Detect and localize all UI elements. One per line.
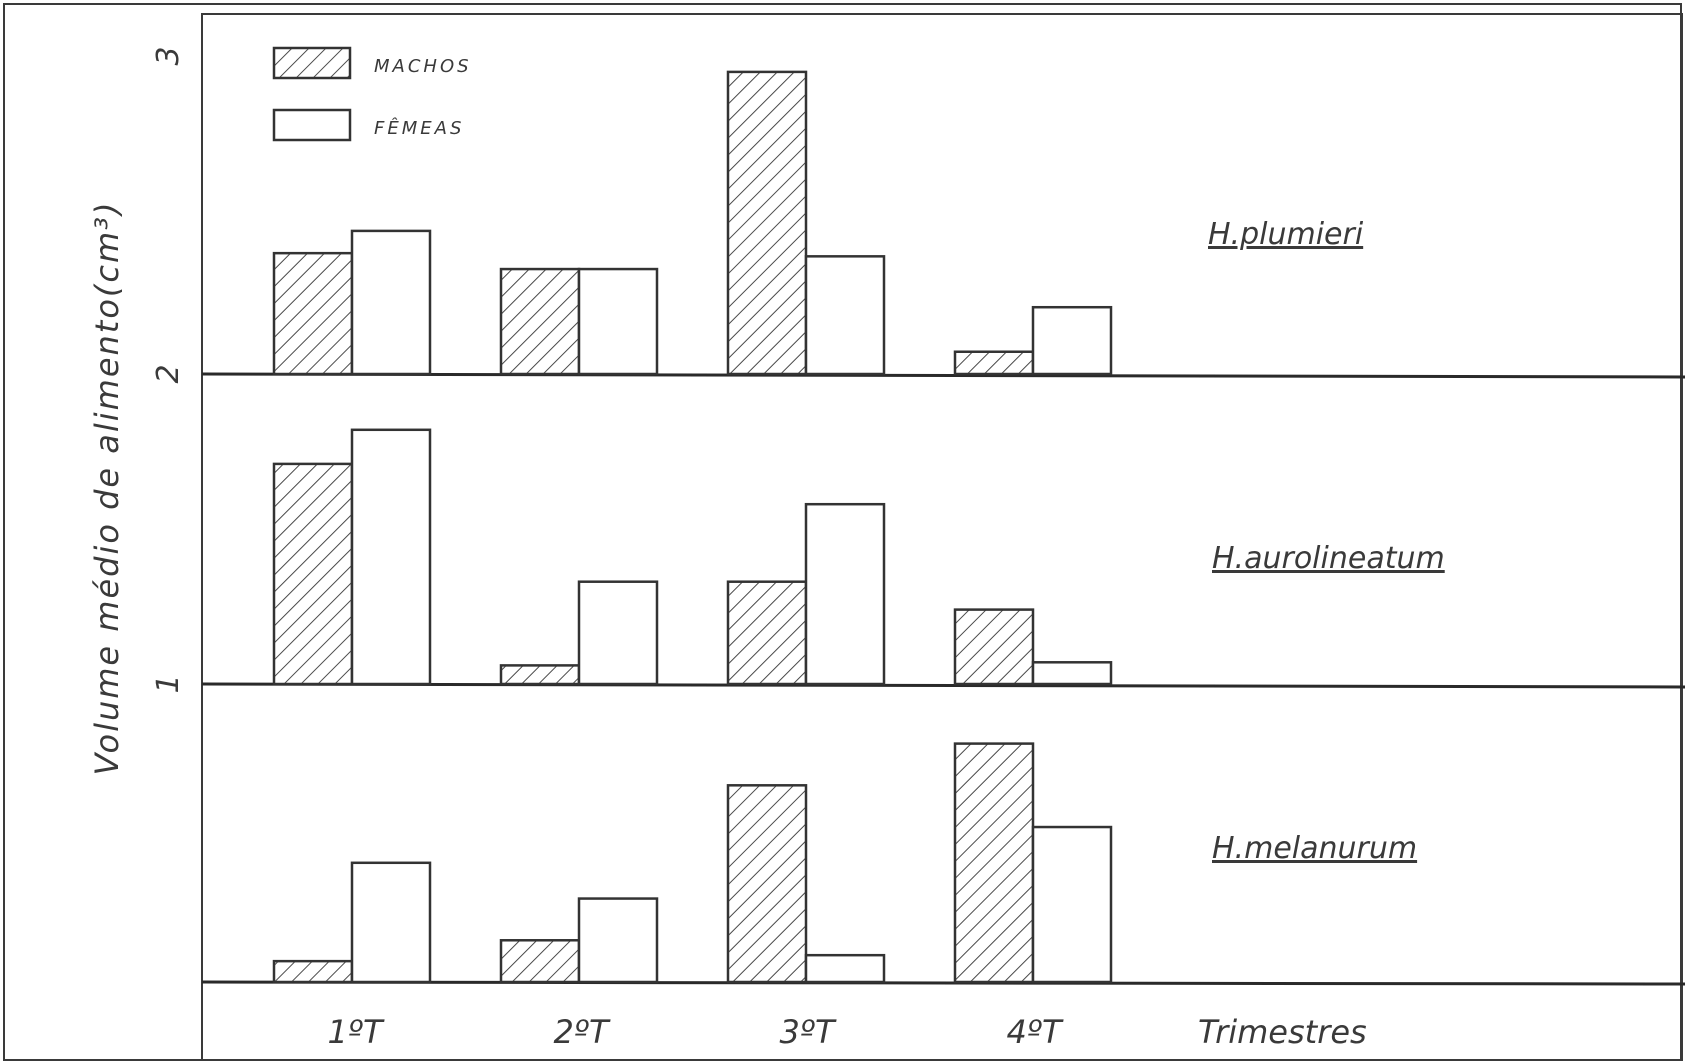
ytick-1: 1 [151, 674, 186, 693]
panel-title-aurolineatum: H.aurolineatum [1212, 541, 1445, 576]
x-category-3: 3ºT [780, 1013, 837, 1051]
bar-h-aurolineatum-f-meas-2 [577, 580, 659, 686]
bar-h-aurolineatum-f-meas-1 [350, 428, 432, 686]
y-axis-label: Volume médio de alimento(cm³) [88, 201, 126, 776]
bar-h-plumieri-f-meas-1 [350, 229, 432, 376]
x-category-2: 2ºT [554, 1013, 611, 1051]
bar-h-aurolineatum-machos-2 [499, 664, 581, 686]
panel-title-melanurum: H.melanurum [1212, 831, 1417, 866]
bar-h-melanurum-machos-3 [726, 784, 808, 984]
x-category-4: 4ºT [1007, 1013, 1064, 1051]
legend: MACHOS FÊMEAS [272, 46, 472, 142]
bar-h-plumieri-f-meas-2 [577, 267, 659, 376]
bar-h-melanurum-f-meas-2 [577, 897, 659, 984]
bar-h-melanurum-machos-4 [953, 742, 1035, 984]
bar-h-plumieri-machos-4 [953, 350, 1035, 376]
bar-h-aurolineatum-machos-1 [272, 462, 354, 686]
ytick-3: 3 [151, 46, 186, 65]
bar-h-plumieri-machos-1 [272, 251, 354, 376]
bars-group [272, 70, 1113, 984]
legend-swatch-machos [272, 46, 352, 80]
x-axis-label: Trimestres [1198, 1013, 1367, 1051]
bar-h-plumieri-machos-3 [726, 70, 808, 376]
legend-label-femeas: FÊMEAS [374, 117, 464, 139]
bar-h-melanurum-f-meas-3 [804, 953, 886, 984]
baseline-plumieri [201, 372, 1685, 379]
x-category-1: 1ºT [328, 1013, 385, 1051]
bar-h-melanurum-machos-1 [272, 959, 354, 984]
bar-h-aurolineatum-f-meas-3 [804, 502, 886, 686]
bar-h-plumieri-f-meas-4 [1031, 305, 1113, 376]
legend-swatch-femeas [272, 108, 352, 142]
bar-h-aurolineatum-machos-3 [726, 580, 808, 686]
legend-label-machos: MACHOS [374, 56, 472, 77]
bar-h-plumieri-f-meas-3 [804, 255, 886, 376]
bar-h-plumieri-machos-2 [499, 267, 581, 376]
bar-h-aurolineatum-machos-4 [953, 608, 1035, 686]
ytick-2: 2 [151, 364, 186, 383]
bar-h-melanurum-f-meas-4 [1031, 825, 1113, 984]
bar-h-aurolineatum-f-meas-4 [1031, 661, 1113, 686]
baseline-melanurum [201, 980, 1685, 986]
bar-h-melanurum-f-meas-1 [350, 861, 432, 984]
baseline-aurolineatum [201, 682, 1685, 689]
plot-frame [201, 13, 1683, 1061]
panel-title-plumieri: H.plumieri [1208, 217, 1364, 252]
bar-h-melanurum-machos-2 [499, 939, 581, 984]
